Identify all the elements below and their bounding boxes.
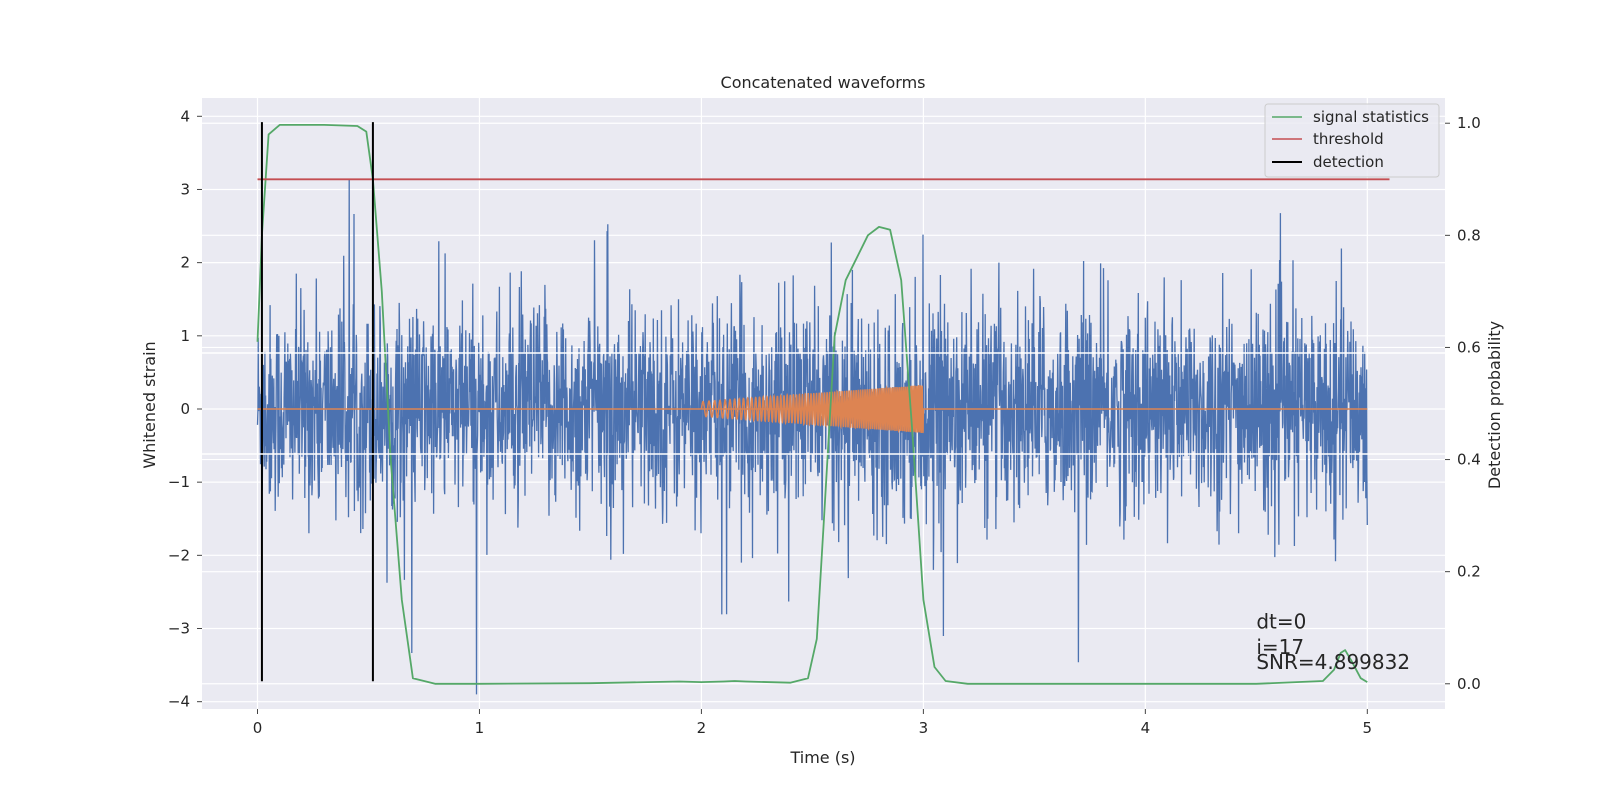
y2-tick-label: 0.6 (1457, 338, 1481, 356)
x-axis-label: Time (s) (789, 748, 855, 767)
y-tick-label: −2 (168, 546, 190, 564)
y-tick-label: −3 (168, 620, 190, 638)
y-tick-label: −4 (168, 693, 190, 711)
y-tick-label: 4 (180, 107, 190, 125)
legend-label-signal-statistics: signal statistics (1313, 108, 1429, 126)
y-tick-label: 2 (180, 254, 190, 272)
x-tick-label: 1 (475, 719, 485, 737)
x-tick-label: 4 (1141, 719, 1151, 737)
y-tick-label: 1 (180, 327, 190, 345)
legend-label-detection: detection (1313, 153, 1384, 171)
y-tick-label: 3 (180, 180, 190, 198)
y2-tick-label: 1.0 (1457, 114, 1481, 132)
x-tick-label: 0 (253, 719, 263, 737)
annotation-text: SNR=4.899832 (1256, 650, 1410, 674)
y-axis-label: Whitened strain (140, 341, 159, 468)
legend: signal statistics threshold detection (1264, 103, 1440, 178)
chart-title: Concatenated waveforms (721, 73, 926, 92)
series-signal-statistics-line (256, 124, 1368, 685)
legend-box (1264, 103, 1440, 178)
white-reference-lines (202, 352, 1445, 455)
y2-tick-label: 0.0 (1457, 675, 1481, 693)
y2-axis-label: Detection probability (1485, 321, 1504, 489)
legend-label-threshold: threshold (1313, 130, 1384, 148)
annotation-text: dt=0 (1256, 610, 1306, 634)
tick-labels: 0 1 2 3 4 5 −4 −3 −2 −1 0 1 2 3 4 0.0 0.2 0.4 0.6 0.8 1.0 (168, 107, 1481, 737)
y2-tick-label: 0.8 (1457, 226, 1481, 244)
x-tick-label: 3 (919, 719, 929, 737)
y-tick-label: 0 (180, 400, 190, 418)
x-tick-label: 5 (1363, 719, 1373, 737)
x-tick-label: 2 (697, 719, 707, 737)
series-template-chirp (700, 385, 925, 434)
annotation-text: i=17 (1256, 635, 1304, 659)
y-tick-label: −1 (168, 473, 190, 491)
y2-tick-label: 0.4 (1457, 451, 1481, 469)
y2-tick-label: 0.2 (1457, 563, 1481, 581)
